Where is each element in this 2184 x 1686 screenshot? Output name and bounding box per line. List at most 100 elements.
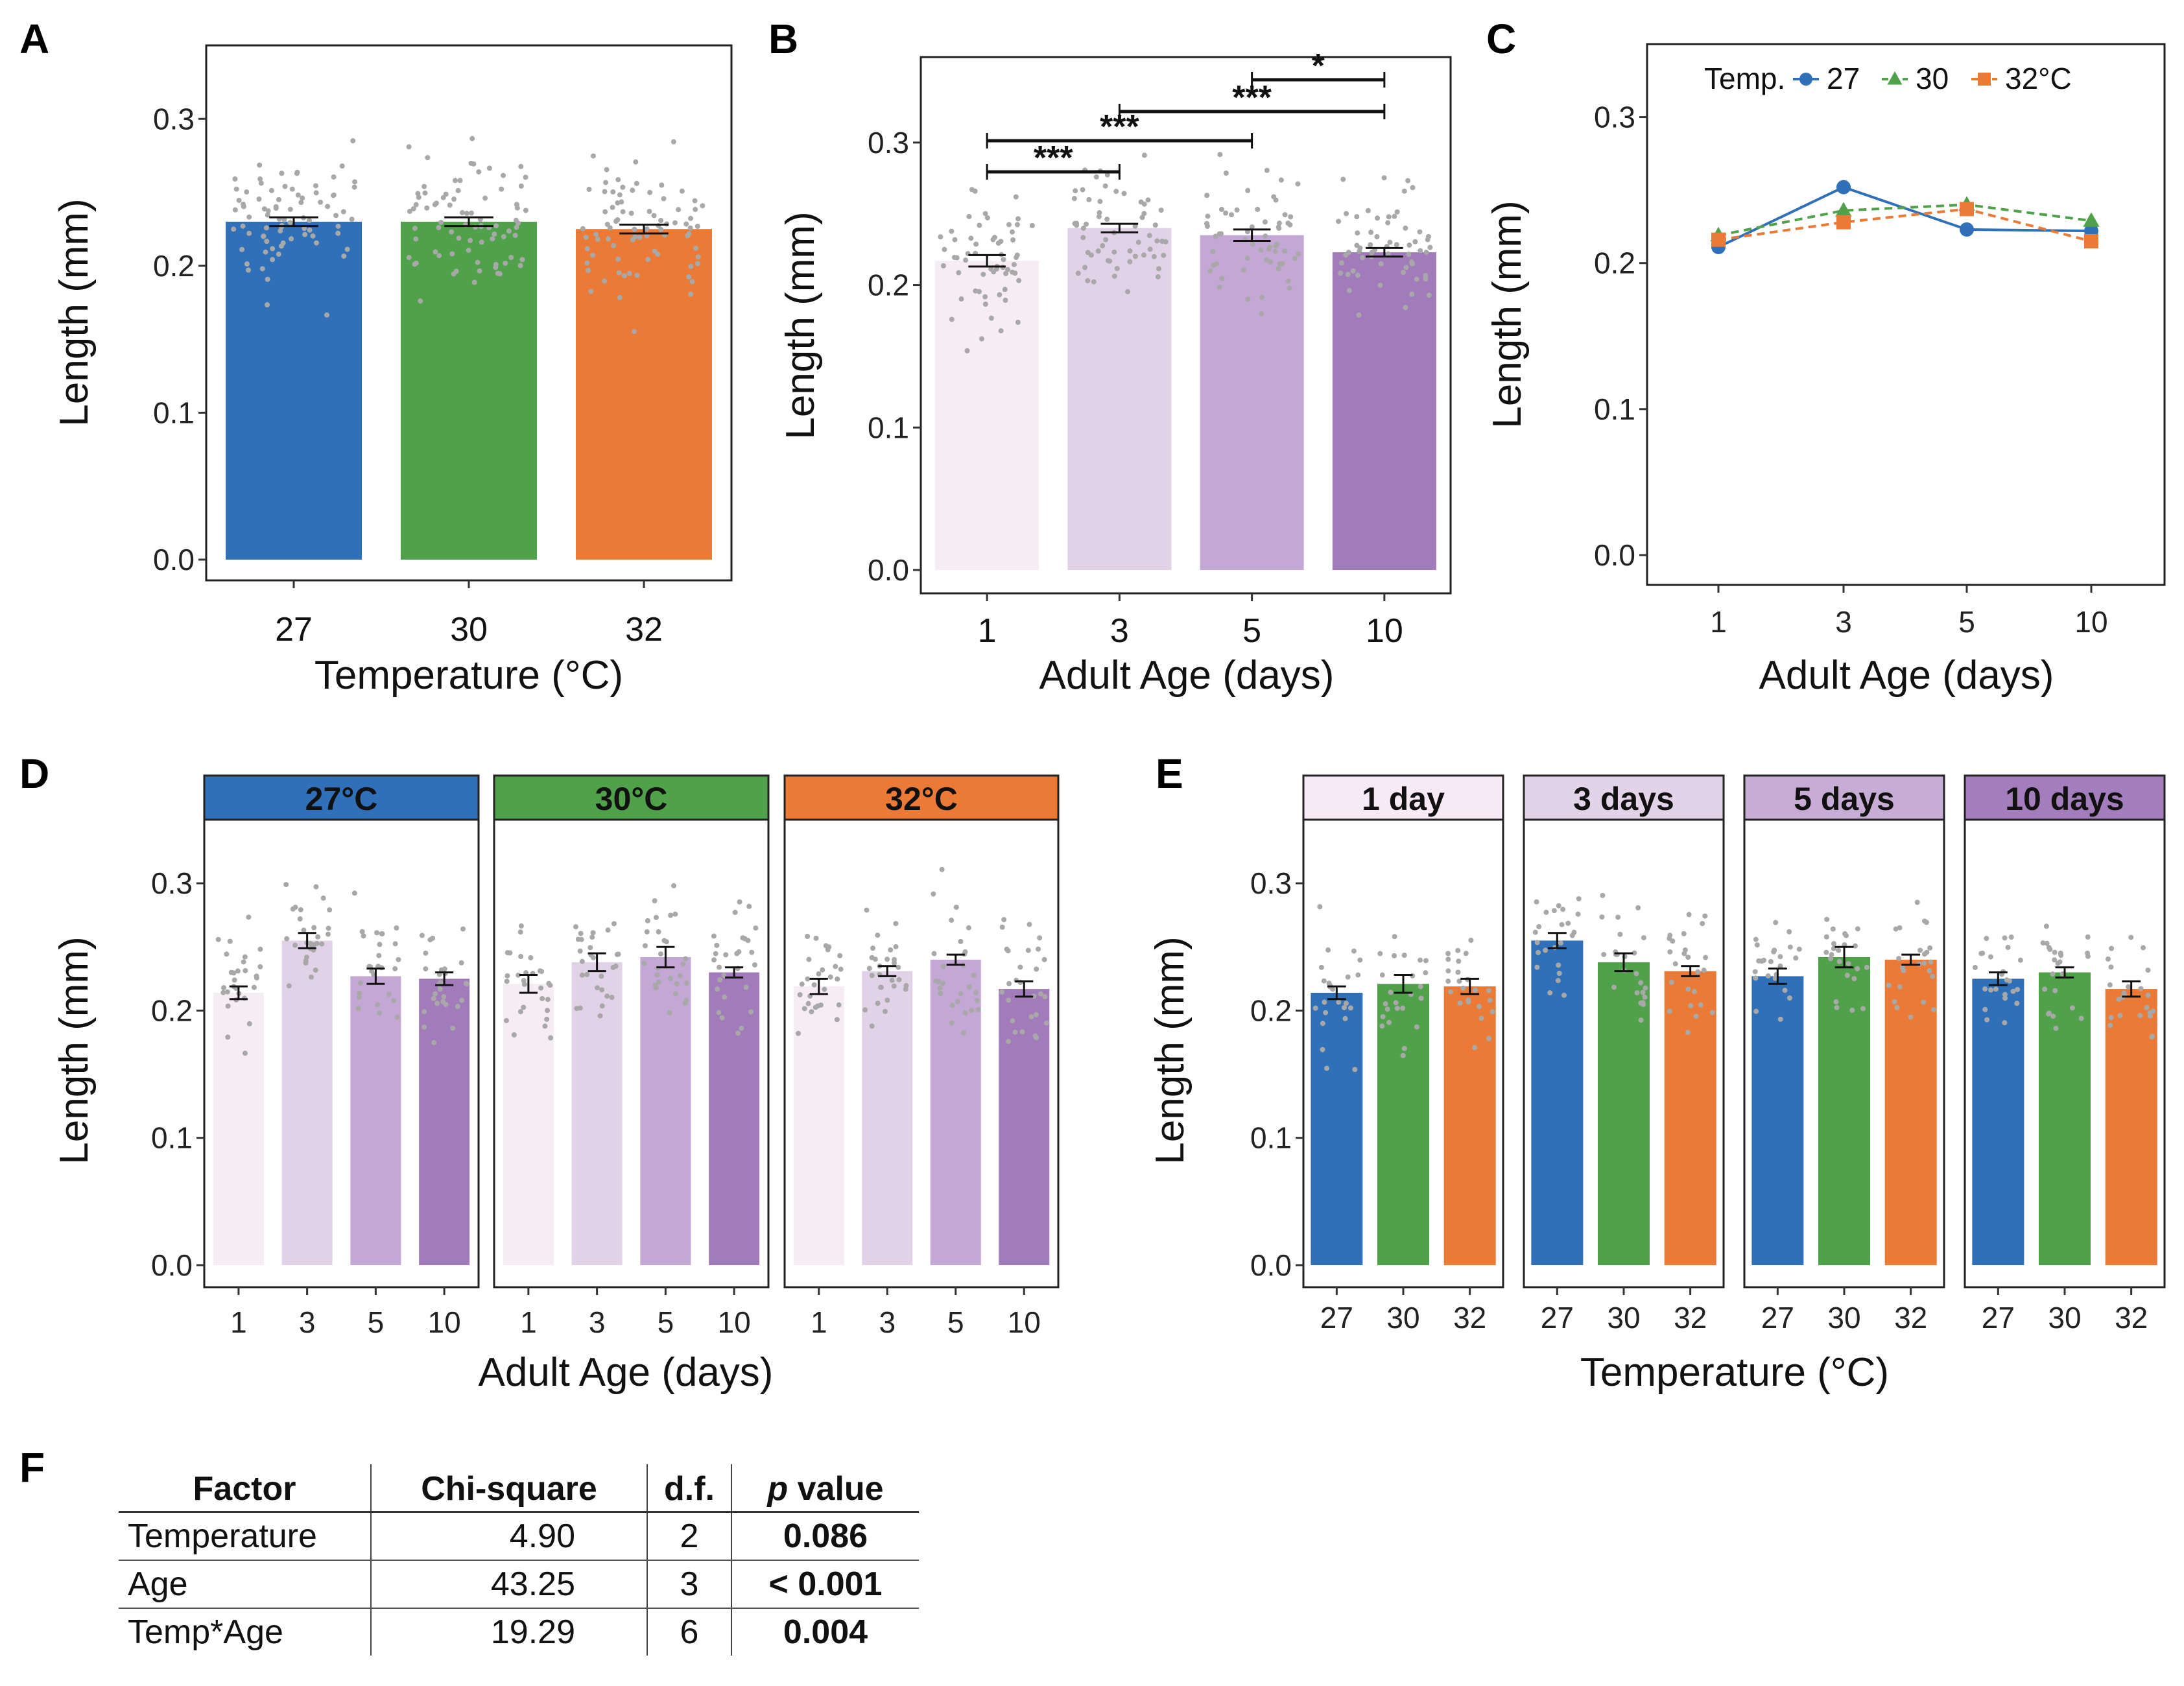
data-point xyxy=(544,1016,550,1022)
data-point xyxy=(1472,1045,1478,1051)
data-point xyxy=(518,954,524,960)
data-point xyxy=(2043,923,2049,929)
data-point xyxy=(651,213,657,219)
panel-label-b: B xyxy=(768,16,798,62)
data-point xyxy=(595,236,600,242)
data-point xyxy=(257,946,263,952)
data-point xyxy=(1418,995,1424,1001)
data-point xyxy=(1003,297,1008,303)
data-point xyxy=(1561,992,1567,998)
data-point xyxy=(340,209,346,215)
data-point xyxy=(289,236,294,242)
data-point xyxy=(1355,972,1361,978)
data-point xyxy=(1345,272,1351,278)
data-point xyxy=(1146,233,1152,239)
data-point xyxy=(315,934,321,940)
data-point xyxy=(1002,287,1008,292)
data-point xyxy=(588,945,593,951)
data-point xyxy=(1702,913,1708,919)
data-point xyxy=(739,1025,744,1031)
data-point xyxy=(490,236,495,242)
data-point xyxy=(2006,978,2012,984)
facet-strip xyxy=(1964,774,2166,821)
data-point xyxy=(892,956,897,962)
bar xyxy=(793,986,844,1265)
data-point xyxy=(1641,1002,1646,1008)
facet-strip-label: 5 days xyxy=(1794,781,1895,817)
data-point xyxy=(1693,1014,1699,1019)
x-tick-label: 32 xyxy=(1894,1301,1927,1335)
data-point xyxy=(1380,1014,1386,1019)
data-point xyxy=(1401,1045,1407,1051)
data-point xyxy=(548,1035,554,1041)
data-point xyxy=(1834,1004,1840,1010)
data-point xyxy=(236,197,242,203)
data-point xyxy=(1223,171,1229,176)
data-point xyxy=(1005,948,1011,954)
data-point xyxy=(949,228,955,234)
data-point xyxy=(232,207,238,213)
data-point xyxy=(276,251,281,257)
x-tick-label: 10 xyxy=(718,1305,751,1339)
data-point xyxy=(221,985,227,991)
x-tick-label: 27 xyxy=(275,611,313,648)
data-point xyxy=(641,960,647,966)
x-tick-label: 10 xyxy=(1366,612,1403,650)
table-row: Age 43.25 3 < 0.001 xyxy=(119,1560,919,1609)
data-point xyxy=(1988,987,1994,993)
data-point xyxy=(1287,222,1293,228)
data-point xyxy=(938,990,944,996)
data-point xyxy=(645,257,651,263)
data-point xyxy=(1892,999,1897,1004)
data-point xyxy=(517,263,523,268)
data-point xyxy=(1262,219,1268,225)
data-point xyxy=(1017,964,1023,970)
data-point xyxy=(813,1004,818,1010)
data-point xyxy=(578,931,584,936)
data-point xyxy=(1156,266,1162,272)
data-point xyxy=(1072,220,1078,226)
bar xyxy=(281,940,333,1265)
data-point xyxy=(1796,946,1802,952)
data-point xyxy=(584,971,590,977)
data-point xyxy=(292,905,298,910)
data-point xyxy=(977,222,982,228)
panel-label-d: D xyxy=(19,750,49,797)
data-point xyxy=(1831,941,1837,947)
data-point xyxy=(257,162,263,168)
data-point xyxy=(610,189,616,195)
bar xyxy=(1531,940,1584,1265)
data-point xyxy=(632,329,637,335)
data-point xyxy=(1138,199,1144,205)
data-point xyxy=(433,991,438,997)
data-point xyxy=(431,995,436,1001)
data-point xyxy=(866,966,872,971)
data-point xyxy=(1219,276,1225,281)
data-point xyxy=(1698,1002,1703,1008)
series-line xyxy=(1718,185,2092,248)
data-point xyxy=(610,204,615,210)
data-point xyxy=(1787,944,1793,950)
data-point xyxy=(303,958,309,964)
data-point xyxy=(460,926,466,932)
data-point xyxy=(1681,931,1687,936)
data-point xyxy=(1425,237,1430,243)
data-point xyxy=(1536,924,1542,930)
data-point xyxy=(239,246,245,252)
data-point xyxy=(270,257,276,263)
data-point xyxy=(2121,990,2127,996)
data-point xyxy=(1350,268,1356,274)
data-point xyxy=(732,910,738,916)
data-point xyxy=(518,923,524,929)
data-point xyxy=(517,929,523,935)
panel-d-chart: 27°C 1 3 5 10 30°C 1 3 5 10 32°C 1 3 5 10 0.0 0.1 0.2 0.3 L… xyxy=(52,774,1060,1395)
bar xyxy=(419,979,470,1265)
data-point xyxy=(1641,935,1646,941)
data-point xyxy=(1672,961,1678,967)
data-point xyxy=(244,189,250,195)
data-point xyxy=(1385,220,1391,226)
data-point xyxy=(1345,974,1351,980)
data-point xyxy=(1259,294,1265,300)
data-point xyxy=(1556,903,1561,908)
data-point xyxy=(1923,920,1929,925)
